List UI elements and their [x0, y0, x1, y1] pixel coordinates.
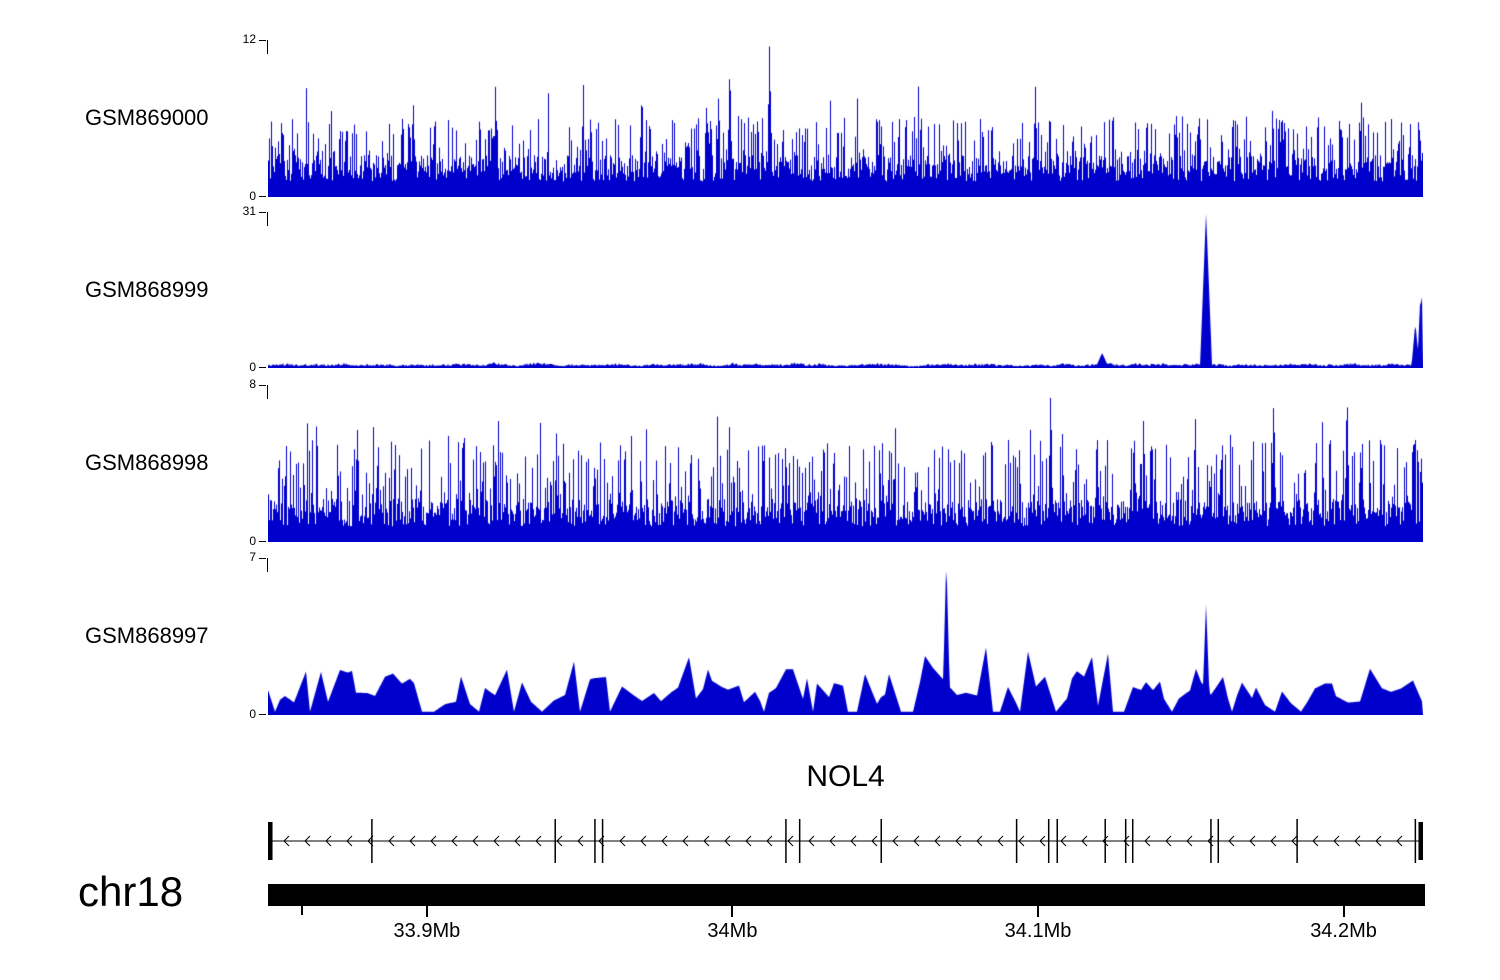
y-axis-line — [267, 40, 268, 54]
x-axis-tick — [425, 906, 428, 917]
y-zero-label: 0 — [249, 707, 256, 721]
x-axis-tick-label: 34.1Mb — [1004, 920, 1072, 942]
y-zero-label: 0 — [249, 360, 256, 374]
y-zero-label: 0 — [249, 189, 256, 203]
y-axis-tick — [259, 558, 266, 559]
signal-track-canvas-gsm868997 — [268, 558, 1423, 715]
x-axis-tick — [1342, 906, 1345, 917]
y-axis-line — [267, 385, 268, 399]
track-label-gsm868999: GSM868999 — [85, 277, 209, 302]
chromosome-label: chr18 — [78, 868, 184, 915]
track-label-gsm869000: GSM869000 — [85, 105, 209, 130]
gene-title: NOL4 — [806, 760, 885, 793]
track-label-gsm868998: GSM868998 — [85, 450, 209, 475]
x-axis-tick — [1037, 906, 1039, 917]
x-axis-tick-label: 34Mb — [707, 920, 758, 942]
y-axis-tick — [259, 714, 266, 715]
y-max-label: 8 — [249, 377, 256, 391]
y-max-label: 12 — [242, 32, 256, 46]
x-axis-tick-label: 34.2Mb — [1310, 920, 1377, 942]
y-max-label: 7 — [249, 550, 256, 564]
y-axis-line — [267, 558, 268, 572]
x-axis-tick-label: 33.9Mb — [393, 920, 461, 942]
y-max-label: 31 — [242, 204, 256, 218]
signal-track-canvas-gsm868999 — [268, 212, 1423, 368]
chromosome-bar — [268, 884, 1425, 906]
y-axis-tick — [259, 541, 266, 542]
y-axis-tick — [259, 385, 266, 386]
x-axis: 33.9Mb 34Mb 34.1Mb 34.2Mb — [268, 906, 1428, 966]
y-axis-tick — [259, 40, 266, 41]
y-axis-tick — [259, 212, 266, 213]
y-axis-line — [267, 212, 268, 226]
y-axis-tick — [259, 196, 266, 197]
x-axis-tick — [731, 906, 734, 917]
gene-track-svg — [268, 819, 1423, 863]
track-label-gsm868997: GSM868997 — [85, 623, 209, 648]
y-zero-label: 0 — [249, 534, 256, 548]
signal-track-canvas-gsm868998 — [268, 385, 1423, 542]
signal-track-canvas-gsm869000 — [268, 40, 1423, 197]
y-axis-tick — [259, 367, 266, 368]
x-axis-minor-tick — [300, 906, 303, 915]
